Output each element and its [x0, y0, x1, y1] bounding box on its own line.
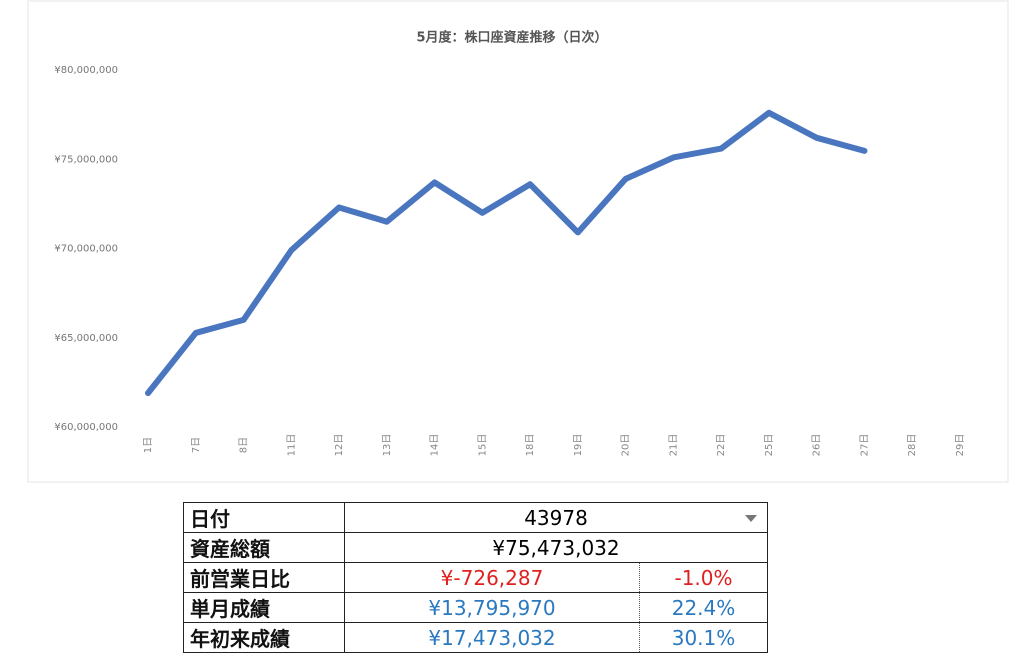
y-tick-label: ¥80,000,000 [54, 65, 118, 76]
row-change: 22.4% [639, 592, 768, 623]
row-value: ¥-726,287 [344, 562, 640, 593]
row-label: 年初来成績 [183, 622, 345, 653]
chart-frame [27, 0, 1009, 483]
x-tick-label: 28日 [907, 434, 918, 457]
x-tick-label: 18日 [525, 434, 536, 457]
x-tick-label: 22日 [716, 434, 727, 457]
y-tick-label: ¥75,000,000 [54, 154, 118, 165]
x-tick-label: 25日 [764, 434, 775, 457]
x-tick-label: 8日 [239, 437, 250, 453]
x-tick-label: 27日 [859, 434, 870, 457]
x-tick-label: 20日 [621, 434, 632, 457]
table-row: 日付 43978 [183, 502, 768, 533]
x-tick-label: 11日 [286, 434, 297, 457]
x-tick-label: 14日 [430, 434, 441, 457]
dropdown-arrow[interactable] [745, 515, 757, 522]
table-row: 資産総額 ¥75,473,032 [183, 532, 768, 563]
x-tick-label: 21日 [668, 434, 679, 457]
summary-table: 日付 43978 資産総額 ¥75,473,032 前営業日比 ¥-726,28… [183, 502, 768, 653]
x-tick-label: 15日 [477, 434, 488, 457]
row-value: ¥17,473,032 [344, 622, 640, 653]
row-label: 単月成績 [183, 592, 345, 623]
x-tick-label: 19日 [573, 434, 584, 457]
table-row: 単月成績 ¥13,795,970 22.4% [183, 592, 768, 623]
date-dropdown[interactable]: 43978 [344, 502, 768, 533]
x-tick-label: 26日 [812, 434, 823, 457]
data-line [145, 109, 868, 397]
row-label: 資産総額 [183, 532, 345, 563]
row-change: -1.0% [639, 562, 768, 593]
x-tick-label: 29日 [955, 434, 966, 457]
y-tick-label: ¥70,000,000 [54, 244, 118, 255]
row-value: 43978 [524, 505, 588, 530]
row-change: 30.1% [639, 622, 768, 653]
chart: 5月度：株口座資産推移（日次） ¥60,000,000 ¥65,000,000 ¥7… [27, 0, 1009, 483]
table-row: 年初来成績 ¥17,473,032 30.1% [183, 622, 768, 653]
x-tick-label: 13日 [382, 434, 393, 457]
table-row: 前営業日比 ¥-726,287 -1.0% [183, 562, 768, 593]
y-tick-label: ¥60,000,000 [54, 422, 118, 433]
x-tick-label: 7日 [191, 437, 202, 453]
row-value: ¥75,473,032 [344, 532, 768, 563]
row-label: 前営業日比 [183, 562, 345, 593]
row-value: ¥13,795,970 [344, 592, 640, 623]
x-tick-label: 1日 [143, 437, 154, 453]
y-tick-label: ¥65,000,000 [54, 333, 118, 344]
row-label: 日付 [183, 502, 345, 533]
chart-title: 5月度：株口座資産推移（日次） [416, 30, 607, 46]
x-tick-label: 12日 [334, 434, 345, 457]
